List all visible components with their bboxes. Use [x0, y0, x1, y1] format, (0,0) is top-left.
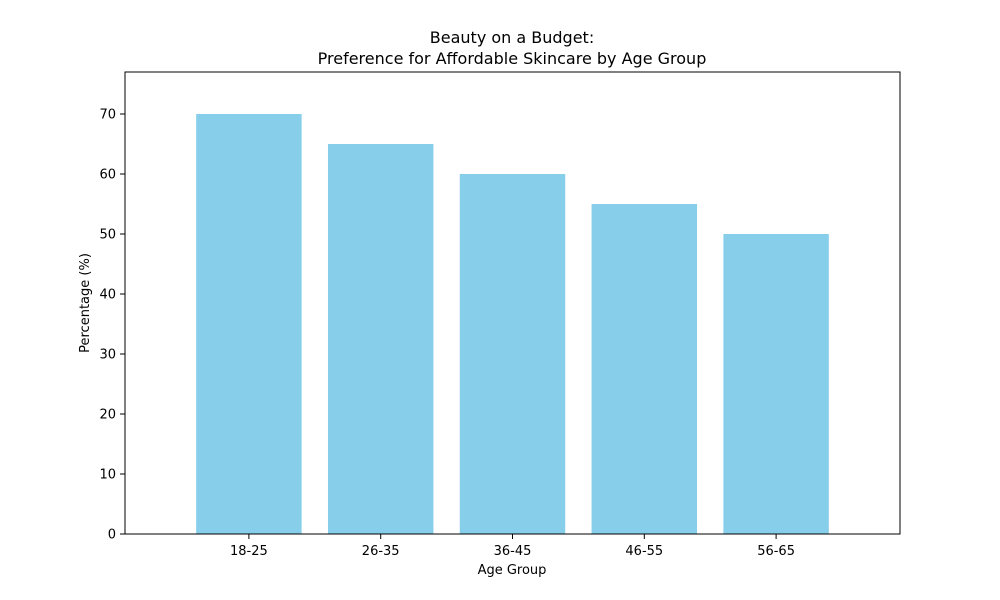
- y-tick-label: 20: [99, 408, 116, 423]
- y-tick-label: 70: [99, 108, 116, 123]
- bar-56-65: [723, 234, 829, 534]
- y-tick-label: 50: [99, 228, 116, 243]
- bar-26-35: [327, 144, 434, 534]
- x-tick-label: 36-45: [494, 544, 532, 559]
- chart-title-line-1: Beauty on a Budget:: [430, 28, 594, 47]
- bar-46-55: [591, 204, 698, 534]
- bar-36-45: [459, 174, 566, 534]
- x-axis: 18-25 26-35 36-45 46-55 56-65: [230, 534, 795, 559]
- y-tick-label: 40: [99, 288, 116, 303]
- y-tick-label: 10: [99, 468, 116, 483]
- y-axis: 0 10 20 30 40 50 60 70: [99, 108, 125, 543]
- x-tick-label: 56-65: [757, 544, 795, 559]
- x-tick-label: 26-35: [362, 544, 400, 559]
- y-axis-label: Percentage (%): [78, 253, 93, 353]
- plot-area: [196, 114, 829, 534]
- y-tick-label: 30: [99, 348, 116, 363]
- x-tick-label: 46-55: [625, 544, 663, 559]
- x-tick-label: 18-25: [230, 544, 268, 559]
- x-axis-label: Age Group: [478, 563, 547, 578]
- bar-18-25: [196, 114, 302, 534]
- y-tick-label: 60: [99, 168, 116, 183]
- chart-title-line-2: Preference for Affordable Skincare by Ag…: [318, 49, 707, 68]
- y-tick-label: 0: [108, 528, 116, 543]
- chart-title: Beauty on a Budget: Preference for Affor…: [318, 28, 707, 68]
